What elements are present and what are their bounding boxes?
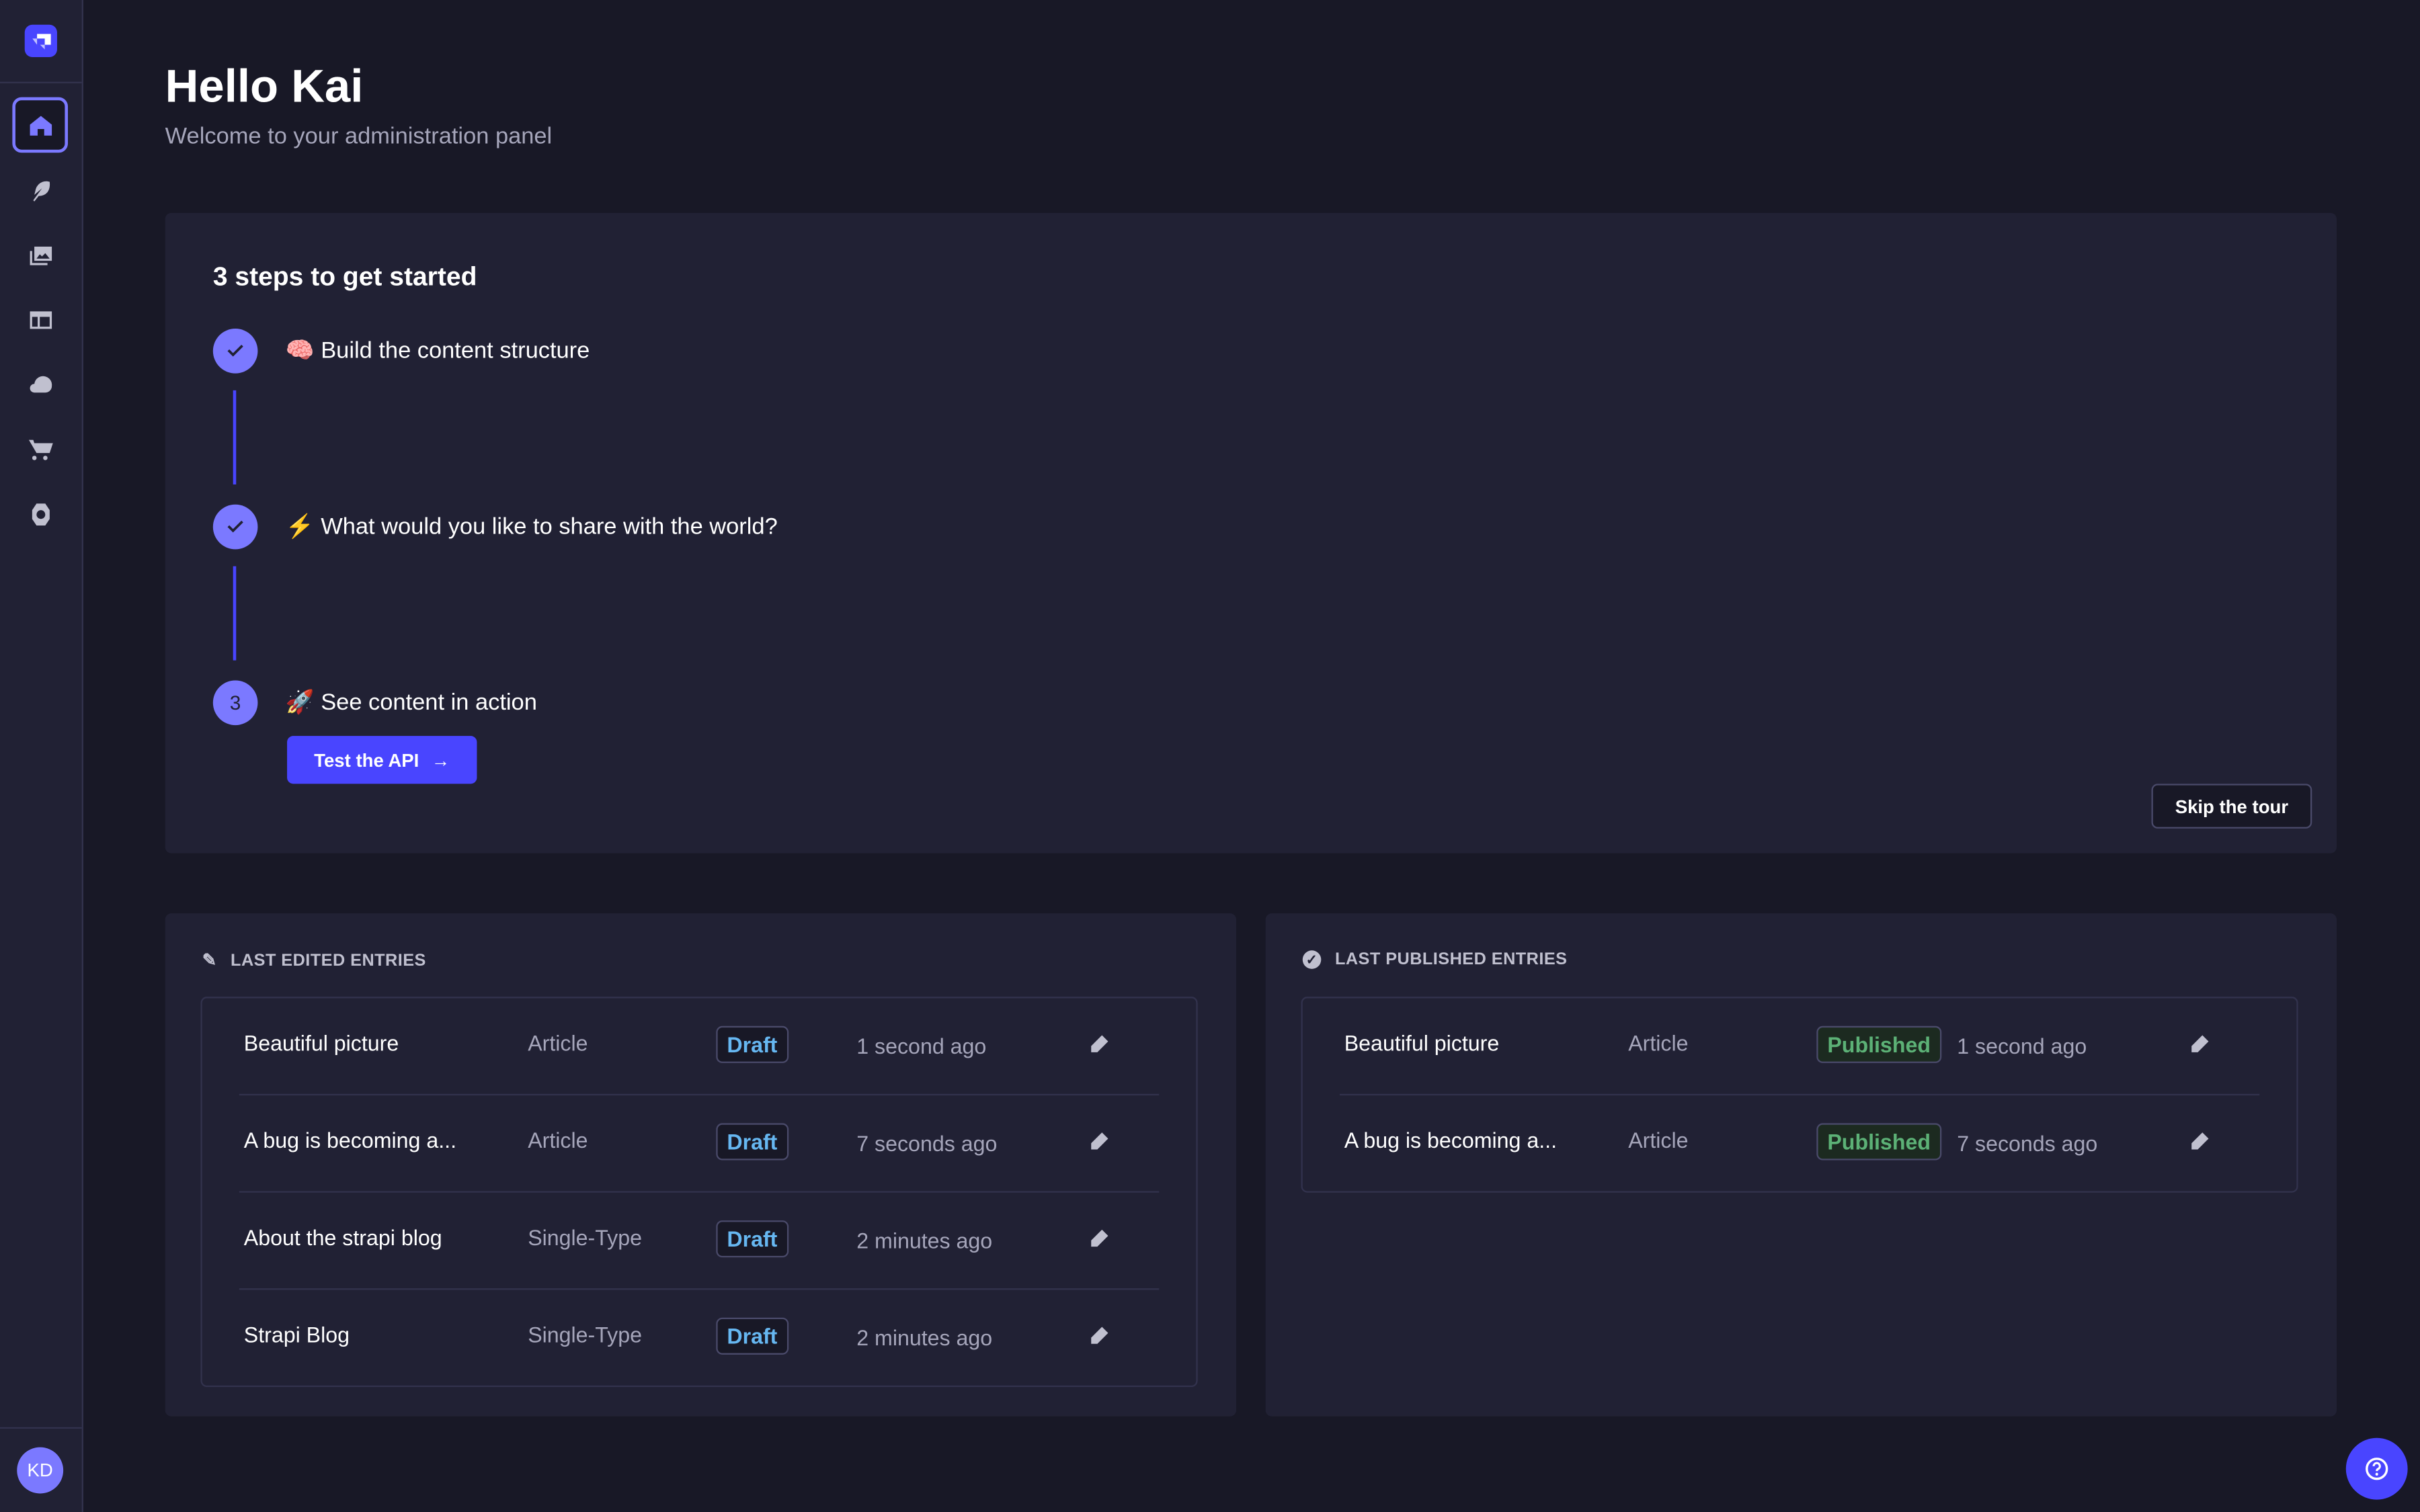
step-check-icon	[212, 329, 258, 374]
sidebar-item-deployment[interactable]	[12, 356, 68, 412]
status-badge: Draft	[716, 1317, 789, 1355]
entries-table: Beautiful picture Article Draft 1 second…	[200, 997, 1198, 1388]
step-check-icon	[212, 504, 258, 550]
strapi-logo[interactable]	[24, 24, 57, 57]
step-1-label: 🧠 Build the content structure	[285, 337, 590, 364]
last-published-panel: ✓ LAST PUBLISHED ENTRIES Beautiful pictur…	[1265, 913, 2337, 1417]
entry-type: Single-Type	[528, 1224, 642, 1250]
panel-title: LAST PUBLISHED ENTRIES	[1334, 950, 1568, 969]
entry-time: 1 second ago	[856, 1034, 987, 1059]
divider	[0, 1427, 82, 1429]
sidebar-item-settings[interactable]	[12, 486, 68, 542]
sidebar-item-content-manager[interactable]	[12, 162, 68, 218]
entries-table: Beautiful picture Article Published 1 se…	[1301, 997, 2298, 1193]
table-row[interactable]: A bug is becoming a... Article Draft 7 s…	[239, 1095, 1160, 1193]
help-button[interactable]	[2345, 1437, 2408, 1500]
pencil-icon[interactable]	[1088, 1228, 1110, 1250]
entry-time: 1 second ago	[1957, 1034, 2087, 1059]
skip-tour-button[interactable]: Skip the tour	[2151, 784, 2312, 829]
page-subtitle: Welcome to your administration panel	[165, 123, 553, 150]
step-2-label: ⚡ What would you like to share with the …	[285, 513, 778, 540]
entry-title[interactable]: A bug is becoming a...	[1344, 1128, 1558, 1153]
avatar[interactable]: KD	[17, 1447, 64, 1494]
feather-icon	[32, 180, 49, 201]
gear-icon	[31, 503, 49, 525]
entry-type: Article	[1628, 1030, 1689, 1056]
table-row[interactable]: Strapi Blog Single-Type Draft 2 minutes …	[239, 1290, 1159, 1385]
pencil-icon[interactable]	[1088, 1325, 1110, 1347]
entry-type: Article	[528, 1030, 588, 1056]
test-api-label: Test the API	[314, 749, 419, 771]
sidebar: KD	[0, 0, 83, 1512]
images-icon	[29, 245, 51, 265]
sidebar-item-content-type-builder[interactable]	[12, 292, 68, 347]
home-icon	[29, 115, 51, 135]
pencil-icon[interactable]	[2189, 1034, 2210, 1055]
status-badge: Draft	[716, 1123, 789, 1161]
entry-title[interactable]: Beautiful picture	[1344, 1030, 1500, 1056]
sidebar-item-media-library[interactable]	[12, 227, 68, 283]
entry-type: Single-Type	[528, 1322, 642, 1347]
status-badge: Draft	[716, 1220, 789, 1258]
entry-title[interactable]: Beautiful picture	[243, 1030, 399, 1056]
entry-time: 2 minutes ago	[856, 1228, 993, 1253]
step-connector	[233, 566, 237, 661]
pencil-icon: ✎	[202, 952, 217, 971]
status-badge: Published	[1816, 1123, 1942, 1161]
divider	[0, 81, 82, 83]
entry-type: Article	[1628, 1128, 1689, 1153]
table-row[interactable]: About the strapi blog Single-Type Draft …	[239, 1193, 1160, 1290]
step-number: 3	[212, 680, 258, 726]
arrow-right-icon: →	[431, 749, 450, 771]
entry-time: 7 seconds ago	[1957, 1130, 2098, 1156]
sidebar-item-marketplace[interactable]	[12, 421, 68, 477]
step-connector	[233, 390, 237, 485]
step-3-label: 🚀 See content in action	[285, 689, 537, 716]
entry-title[interactable]: A bug is becoming a...	[243, 1128, 457, 1153]
guided-tour: 3 steps to get started 🧠 Build the conte…	[165, 212, 2337, 853]
entry-time: 2 minutes ago	[856, 1325, 993, 1350]
table-row[interactable]: A bug is becoming a... Article Published…	[1340, 1095, 2259, 1191]
last-edited-panel: ✎ LAST EDITED ENTRIES Beautiful picture A…	[165, 913, 1237, 1417]
tour-title: 3 steps to get started	[212, 262, 477, 292]
pencil-icon[interactable]	[2189, 1131, 2210, 1152]
table-row[interactable]: Beautiful picture Article Published 1 se…	[1339, 998, 2260, 1096]
check-circle-icon: ✓	[1302, 950, 1322, 969]
entry-type: Article	[528, 1128, 588, 1153]
page-title: Hello Kai	[165, 61, 364, 113]
status-badge: Draft	[716, 1025, 789, 1063]
test-api-button[interactable]: Test the API →	[287, 736, 477, 784]
entry-title[interactable]: About the strapi blog	[243, 1224, 442, 1250]
panel-title: LAST EDITED ENTRIES	[231, 951, 426, 970]
pencil-icon[interactable]	[1088, 1131, 1110, 1152]
status-badge: Published	[1816, 1025, 1942, 1063]
entry-title[interactable]: Strapi Blog	[243, 1322, 350, 1347]
entry-time: 7 seconds ago	[856, 1130, 998, 1156]
question-icon	[2366, 1458, 2388, 1480]
table-row[interactable]: Beautiful picture Article Draft 1 second…	[239, 998, 1160, 1096]
sidebar-item-home[interactable]	[12, 97, 69, 153]
cloud-icon	[29, 375, 52, 392]
cart-icon	[28, 439, 52, 460]
layout-icon	[29, 310, 51, 329]
pencil-icon[interactable]	[1088, 1034, 1110, 1055]
